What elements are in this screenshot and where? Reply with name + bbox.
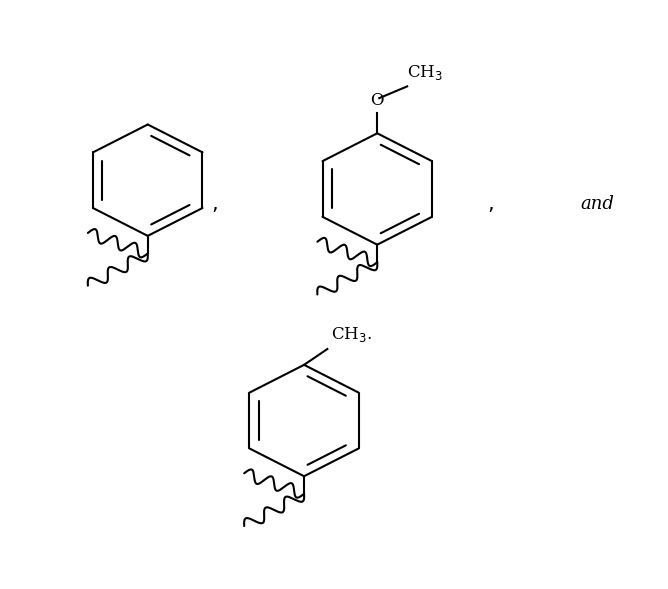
Text: CH$_3$.: CH$_3$. (331, 325, 371, 345)
Text: ,: , (211, 194, 218, 214)
Text: CH$_3$: CH$_3$ (407, 62, 443, 82)
Text: ,: , (487, 194, 494, 214)
Text: O: O (371, 92, 384, 109)
Text: and: and (580, 194, 614, 213)
